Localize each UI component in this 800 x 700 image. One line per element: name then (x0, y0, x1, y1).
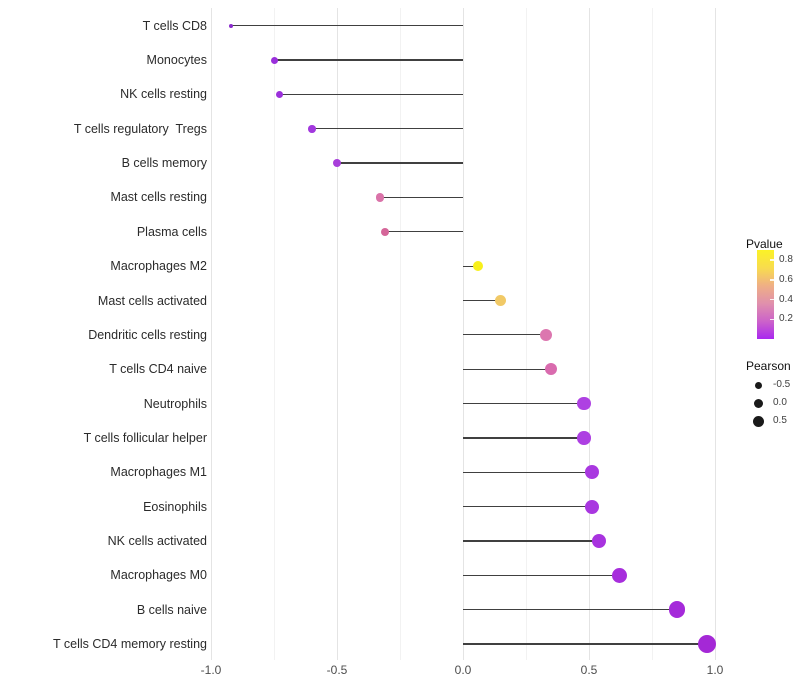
pvalue-colorbar-notch (770, 298, 774, 301)
y-axis-label: T cells CD8 (142, 18, 207, 33)
data-point-nk-cells-activated (591, 533, 607, 549)
data-point-macrophages-m2 (472, 260, 484, 272)
x-axis-tick-label: 0.5 (580, 663, 598, 677)
pvalue-tick-label: 0.6 (779, 273, 793, 285)
lollipop-stem (463, 609, 678, 611)
gridline-minor (651, 8, 653, 660)
pvalue-colorbar-notch (770, 259, 774, 261)
y-axis-label: Plasma cells (136, 224, 207, 239)
lollipop-stem (463, 368, 552, 370)
data-point-monocytes (270, 56, 278, 64)
pearson-size-key-dot (752, 415, 764, 427)
gridline-minor (273, 8, 275, 660)
data-point-nk-cells-resting (275, 90, 283, 98)
pvalue-tick-label: 0.8 (779, 254, 793, 266)
y-axis-label: T cells regulatory Tregs (73, 121, 207, 136)
pvalue-colorbar-notch (770, 318, 774, 321)
gridline-major (210, 8, 212, 660)
pvalue-colorbar (757, 250, 774, 339)
y-axis-label: B cells naive (136, 602, 207, 617)
lollipop-stem (274, 59, 463, 61)
lollipop-stem (463, 505, 592, 508)
pearson-legend-title: Pearson (746, 359, 791, 373)
y-axis-label: Monocytes (146, 53, 207, 68)
gridline-major (462, 8, 464, 660)
gridline-minor (399, 8, 401, 660)
lollipop-stem (463, 402, 584, 405)
data-point-t-cells-follicular-helper (577, 431, 591, 445)
lollipop-stem (231, 25, 463, 27)
x-axis-tick-label: 1.0 (706, 663, 724, 677)
data-point-t-cells-cd4-memory-resting (698, 635, 717, 653)
pvalue-tick-label: 0.2 (779, 313, 793, 325)
lollipop-stem (337, 162, 463, 164)
data-point-dendritic-cells-resting (539, 328, 553, 342)
pearson-size-key-label: 0.0 (773, 397, 787, 408)
gridline-major (714, 8, 716, 660)
lollipop-stem (463, 643, 708, 645)
data-point-t-cells-cd8 (229, 23, 234, 28)
gridline-major (336, 8, 338, 660)
data-point-b-cells-naive (668, 601, 686, 618)
data-point-mast-cells-resting (375, 193, 385, 202)
data-point-t-cells-cd4-naive (544, 362, 558, 376)
lollipop-stem (463, 299, 501, 302)
lollipop-stem (311, 128, 463, 130)
pearson-size-key-dot (753, 398, 763, 408)
lollipop-stem (463, 540, 600, 542)
lollipop-stem (279, 93, 463, 96)
data-point-neutrophils (577, 396, 591, 411)
data-point-mast-cells-activated (495, 295, 507, 306)
lollipop-stem (463, 437, 584, 439)
gridline-minor (525, 8, 527, 660)
pearson-size-key-label: -0.5 (773, 379, 791, 390)
y-axis-label: B cells memory (121, 156, 207, 171)
y-axis-label: Dendritic cells resting (88, 327, 207, 342)
lollipop-stem (463, 334, 547, 336)
x-axis-tick-label: 0.0 (454, 663, 472, 677)
data-point-macrophages-m1 (584, 465, 599, 480)
plot-panel (206, 8, 736, 660)
y-axis-label: Macrophages M2 (110, 259, 207, 274)
pearson-size-key-dot (754, 381, 762, 389)
data-point-macrophages-m0 (611, 567, 627, 583)
y-axis-label: Mast cells activated (97, 293, 207, 308)
lollipop-stem (463, 574, 620, 576)
x-axis-tick-label: -0.5 (326, 663, 348, 677)
lollipop-stem (463, 471, 592, 473)
data-point-t-cells-regulatory-tregs (308, 125, 316, 133)
pvalue-tick-label: 0.4 (779, 293, 793, 305)
y-axis-label: Neutrophils (143, 396, 207, 411)
data-point-b-cells-memory (333, 159, 341, 168)
y-axis-label: Macrophages M0 (110, 568, 207, 583)
y-axis-label: Eosinophils (143, 499, 207, 514)
y-axis-label: NK cells resting (120, 87, 207, 102)
pvalue-legend-title: Pvalue (746, 237, 783, 251)
y-axis-label: Macrophages M1 (110, 465, 207, 480)
pvalue-colorbar-notch (770, 279, 774, 281)
pearson-size-key-label: 0.5 (773, 415, 787, 426)
y-axis-label: Mast cells resting (110, 190, 207, 205)
data-point-eosinophils (584, 499, 599, 514)
lollipop-stem (463, 265, 479, 267)
y-axis-label: NK cells activated (107, 533, 207, 548)
x-axis-tick-label: -1.0 (200, 663, 222, 677)
lollipop-stem (379, 196, 463, 199)
y-axis-label: T cells CD4 naive (109, 362, 207, 377)
data-point-plasma-cells (380, 227, 390, 237)
gridline-major (588, 8, 590, 660)
y-axis-label: T cells CD4 memory resting (53, 637, 207, 651)
y-axis-label: T cells follicular helper (83, 430, 207, 445)
lollipop-stem (384, 231, 463, 233)
